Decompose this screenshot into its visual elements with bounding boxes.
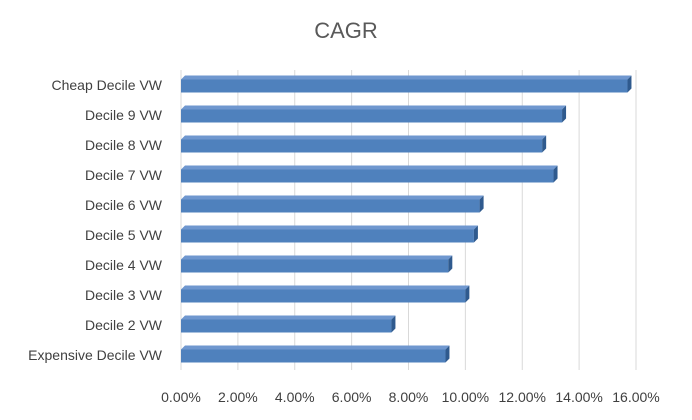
bar-top-face	[181, 165, 558, 170]
category-label: Decile 9 VW	[85, 107, 163, 123]
x-tick-label: 0.00%	[161, 389, 201, 405]
category-label: Decile 2 VW	[85, 317, 163, 333]
x-tick-label: 10.00%	[442, 389, 489, 405]
bar-front-face	[181, 199, 480, 213]
bar	[181, 225, 478, 243]
bars	[181, 75, 632, 363]
bar-top-face	[181, 345, 450, 350]
bar	[181, 345, 450, 363]
bar	[181, 315, 396, 333]
category-label: Decile 3 VW	[85, 287, 163, 303]
bar-front-face	[181, 169, 554, 183]
bar-side-face	[465, 285, 470, 303]
bar-front-face	[181, 319, 392, 333]
bar-side-face	[473, 225, 478, 243]
bar	[181, 195, 484, 213]
bar	[181, 75, 632, 93]
bar-top-face	[181, 75, 632, 80]
category-label: Decile 6 VW	[85, 197, 163, 213]
x-tick-label: 14.00%	[555, 389, 602, 405]
bar-front-face	[181, 289, 466, 303]
bar-side-face	[542, 135, 547, 153]
bar-front-face	[181, 259, 449, 273]
x-tick-label: 8.00%	[389, 389, 429, 405]
bar-side-face	[479, 195, 484, 213]
chart-title: CAGR	[314, 18, 378, 43]
category-label: Decile 8 VW	[85, 137, 163, 153]
bar-top-face	[181, 135, 547, 140]
bar-front-face	[181, 229, 474, 243]
bar	[181, 255, 453, 273]
bar-front-face	[181, 109, 563, 123]
x-tick-label: 2.00%	[218, 389, 258, 405]
category-labels: Cheap Decile VW Decile 9 VW Decile 8 VW Dec…	[28, 77, 163, 363]
bar-front-face	[181, 79, 628, 93]
bar-front-face	[181, 349, 446, 363]
bar-top-face	[181, 255, 453, 260]
bar-top-face	[181, 285, 470, 290]
bar	[181, 285, 470, 303]
x-tick-labels: 0.00% 2.00% 4.00% 6.00% 8.00% 10.00% 12.00% 14.…	[161, 389, 660, 405]
bar-front-face	[181, 139, 543, 153]
category-label: Cheap Decile VW	[52, 77, 163, 93]
bar-top-face	[181, 315, 396, 320]
category-label: Expensive Decile VW	[28, 347, 163, 363]
bar-side-face	[448, 255, 453, 273]
category-label: Decile 5 VW	[85, 227, 163, 243]
bar-side-face	[445, 345, 450, 363]
category-label: Decile 4 VW	[85, 257, 163, 273]
bar	[181, 165, 558, 183]
bar-top-face	[181, 195, 484, 200]
bar-side-face	[553, 165, 558, 183]
x-tick-label: 6.00%	[332, 389, 372, 405]
bar	[181, 105, 567, 123]
bar-top-face	[181, 225, 478, 230]
x-tick-label: 12.00%	[499, 389, 546, 405]
bar-side-face	[562, 105, 567, 123]
bar-top-face	[181, 105, 567, 110]
category-label: Decile 7 VW	[85, 167, 163, 183]
x-tick-label: 4.00%	[275, 389, 315, 405]
bar-side-face	[627, 75, 632, 93]
x-tick-label: 16.00%	[612, 389, 659, 405]
bar-side-face	[391, 315, 396, 333]
bar	[181, 135, 547, 153]
